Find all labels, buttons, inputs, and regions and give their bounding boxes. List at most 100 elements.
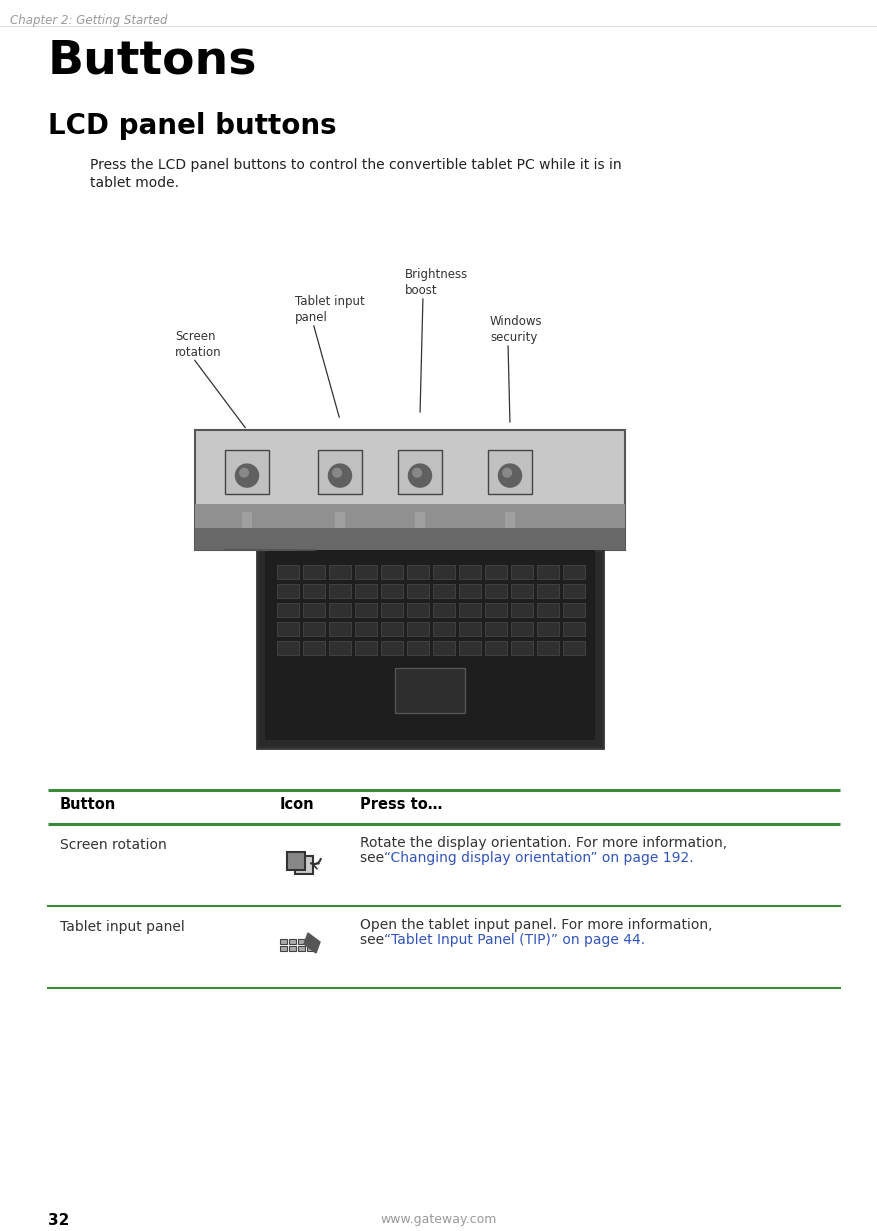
Bar	[459, 641, 481, 655]
Bar	[398, 451, 441, 494]
Bar	[407, 622, 429, 636]
Bar	[484, 641, 506, 655]
Bar	[303, 622, 324, 636]
Bar	[407, 583, 429, 598]
Bar	[289, 939, 296, 944]
Bar	[484, 603, 506, 617]
Bar	[459, 603, 481, 617]
Bar	[303, 583, 324, 598]
Bar	[276, 583, 299, 598]
Text: Open the tablet input panel. For more information,: Open the tablet input panel. For more in…	[360, 918, 712, 932]
Text: www.gateway.com: www.gateway.com	[381, 1213, 496, 1226]
Bar	[257, 550, 602, 748]
Text: Windows
security: Windows security	[489, 315, 542, 343]
Text: Tablet input panel: Tablet input panel	[60, 920, 184, 934]
Text: Buttons: Buttons	[48, 38, 257, 82]
Bar	[537, 641, 559, 655]
Bar	[459, 565, 481, 579]
Circle shape	[412, 469, 421, 478]
Bar	[537, 603, 559, 617]
Circle shape	[328, 464, 351, 487]
Text: Icon: Icon	[280, 796, 314, 812]
Bar	[484, 583, 506, 598]
Bar	[335, 512, 345, 528]
Bar	[195, 505, 624, 550]
Bar	[329, 622, 351, 636]
Bar	[407, 565, 429, 579]
Bar	[354, 565, 376, 579]
Text: Press to…: Press to…	[360, 796, 442, 812]
Bar	[562, 622, 584, 636]
Bar	[381, 603, 403, 617]
Text: “Tablet Input Panel (TIP)” on page 44.: “Tablet Input Panel (TIP)” on page 44.	[383, 933, 645, 947]
Text: tablet mode.: tablet mode.	[90, 176, 179, 190]
Bar	[562, 641, 584, 655]
Circle shape	[235, 464, 258, 487]
Bar	[225, 451, 268, 494]
Bar	[432, 583, 454, 598]
Bar	[276, 622, 299, 636]
Bar	[381, 641, 403, 655]
Bar	[484, 565, 506, 579]
Bar	[297, 939, 304, 944]
Bar	[381, 583, 403, 598]
Bar	[432, 603, 454, 617]
Bar	[295, 856, 312, 874]
Text: Screen rotation: Screen rotation	[60, 838, 167, 852]
Bar	[381, 565, 403, 579]
Bar	[307, 945, 314, 952]
Bar	[329, 603, 351, 617]
Bar	[303, 565, 324, 579]
Bar	[265, 550, 595, 740]
Bar	[276, 565, 299, 579]
Bar	[537, 583, 559, 598]
Circle shape	[503, 469, 511, 478]
Bar	[381, 622, 403, 636]
Text: Rotate the display orientation. For more information,: Rotate the display orientation. For more…	[360, 836, 726, 849]
Polygon shape	[303, 933, 319, 953]
Bar	[432, 622, 454, 636]
Bar	[488, 451, 531, 494]
Bar	[484, 622, 506, 636]
Circle shape	[498, 464, 521, 487]
Bar	[287, 852, 304, 870]
Bar	[329, 641, 351, 655]
Circle shape	[332, 469, 341, 478]
Text: see: see	[360, 933, 388, 947]
Bar	[407, 603, 429, 617]
Bar	[562, 565, 584, 579]
Text: Press the LCD panel buttons to control the convertible tablet PC while it is in: Press the LCD panel buttons to control t…	[90, 158, 621, 172]
Bar	[276, 641, 299, 655]
Text: see: see	[360, 851, 388, 865]
Bar	[432, 565, 454, 579]
Bar	[280, 945, 287, 952]
Bar	[407, 641, 429, 655]
Text: Screen
rotation: Screen rotation	[175, 330, 221, 359]
Bar	[432, 641, 454, 655]
Text: Brightness
boost: Brightness boost	[404, 268, 467, 297]
Bar	[303, 603, 324, 617]
Bar	[395, 668, 465, 713]
Bar	[510, 622, 532, 636]
Bar	[562, 583, 584, 598]
Circle shape	[408, 464, 431, 487]
Text: Tablet input
panel: Tablet input panel	[295, 295, 364, 324]
Bar	[510, 603, 532, 617]
Bar	[504, 512, 515, 528]
Bar	[510, 565, 532, 579]
Bar	[354, 641, 376, 655]
Bar	[329, 583, 351, 598]
Text: Chapter 2: Getting Started: Chapter 2: Getting Started	[10, 14, 168, 27]
Bar	[562, 603, 584, 617]
Bar	[195, 430, 624, 550]
Bar	[354, 583, 376, 598]
Bar	[307, 939, 314, 944]
Bar	[297, 945, 304, 952]
Bar	[289, 945, 296, 952]
Bar	[354, 603, 376, 617]
Circle shape	[239, 469, 248, 478]
Bar	[303, 641, 324, 655]
Bar	[276, 603, 299, 617]
Bar	[459, 583, 481, 598]
Bar	[537, 565, 559, 579]
